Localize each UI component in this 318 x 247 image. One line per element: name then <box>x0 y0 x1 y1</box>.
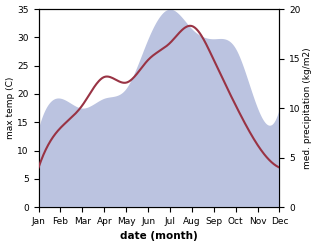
Y-axis label: med. precipitation (kg/m2): med. precipitation (kg/m2) <box>303 47 313 169</box>
Y-axis label: max temp (C): max temp (C) <box>5 77 15 139</box>
X-axis label: date (month): date (month) <box>120 231 198 242</box>
